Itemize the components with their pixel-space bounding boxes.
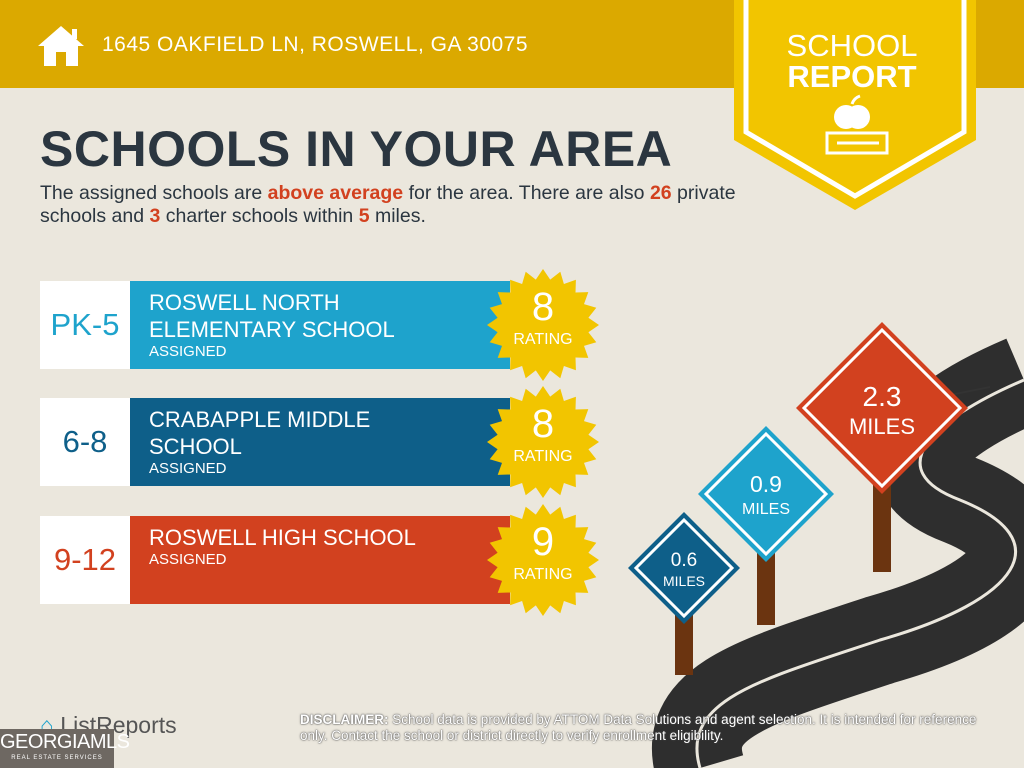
- rating: 8 RATING: [513, 402, 573, 465]
- property-address: 1645 OAKFIELD LN, ROSWELL, GA 30075: [102, 33, 529, 56]
- svg-text:0.6: 0.6: [671, 550, 697, 571]
- rating-seal-icon: [487, 269, 599, 381]
- school-row: 9-12 ROSWELL HIGH SCHOOL ASSIGNED 9 RATING: [40, 504, 599, 616]
- school-report-badge: [734, 0, 976, 210]
- distance-sign: 0.9 MILES: [698, 426, 834, 625]
- svg-text:MILES: MILES: [849, 414, 915, 439]
- grade-range: PK-5: [40, 281, 130, 369]
- school-row: PK-5 ROSWELL NORTH ELEMENTARY SCHOOL ASSI…: [40, 269, 599, 381]
- rating-seal-icon: [487, 386, 599, 498]
- svg-text:MILES: MILES: [663, 573, 705, 589]
- svg-text:0.9: 0.9: [750, 471, 782, 497]
- intro-text: The assigned schools are above average f…: [40, 182, 736, 227]
- assignment-status: ASSIGNED: [149, 343, 227, 360]
- grade-range: 6-8: [40, 398, 130, 486]
- school-row: 6-8 CRABAPPLE MIDDLE SCHOOL ASSIGNED 8 RAT…: [40, 386, 599, 498]
- school-info: CRABAPPLE MIDDLE SCHOOL ASSIGNED: [130, 398, 510, 486]
- distance-sign: 0.6 MILES: [628, 512, 740, 675]
- svg-text:2.3: 2.3: [863, 381, 902, 412]
- page-title: SCHOOLS IN YOUR AREA: [40, 121, 673, 177]
- rating: 9 RATING: [513, 520, 573, 583]
- disclaimer: DISCLAIMER: School data is provided by A…: [300, 712, 977, 743]
- apple-book-icon: [825, 94, 889, 155]
- rating: 8 RATING: [513, 285, 573, 348]
- school-info: ROSWELL HIGH SCHOOL ASSIGNED: [130, 516, 510, 604]
- school-name: CRABAPPLE MIDDLE SCHOOL: [149, 407, 371, 459]
- georgia-mls-logo: GEORGIAMLS REAL ESTATE SERVICES: [0, 729, 130, 768]
- distance-sign: 2.3 MILES: [796, 322, 968, 572]
- school-name: ROSWELL HIGH SCHOOL: [149, 525, 416, 550]
- badge-title: SCHOOL REPORT: [786, 28, 918, 94]
- assignment-status: ASSIGNED: [149, 551, 227, 568]
- school-name: ROSWELL NORTH ELEMENTARY SCHOOL: [149, 290, 395, 342]
- home-icon: [38, 26, 84, 66]
- school-info: ROSWELL NORTH ELEMENTARY SCHOOL ASSIGNED: [130, 281, 510, 369]
- assignment-status: ASSIGNED: [149, 460, 227, 477]
- svg-text:MILES: MILES: [742, 501, 790, 518]
- rating-seal-icon: [487, 504, 599, 616]
- grade-range: 9-12: [40, 516, 130, 604]
